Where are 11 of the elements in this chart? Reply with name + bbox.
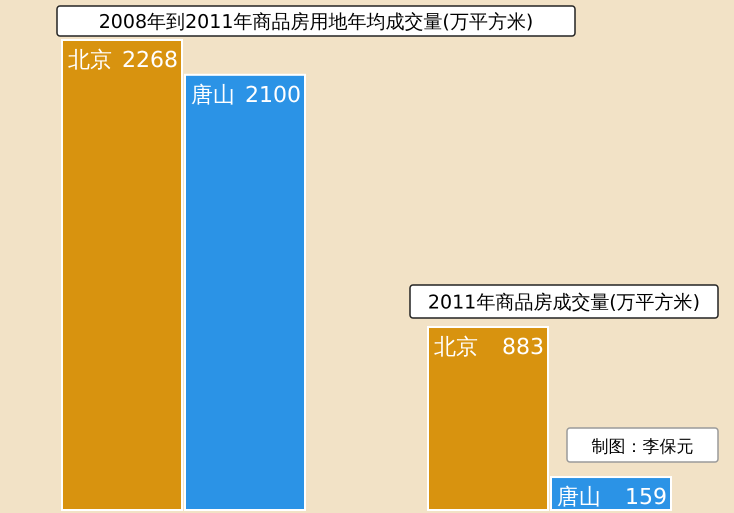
text: 北京 bbox=[434, 335, 478, 360]
text: 2008年到2011年商品房用地年均成交量(万平方米) bbox=[98, 11, 534, 33]
series-label: 唐山 bbox=[557, 485, 601, 510]
data-label: 883 bbox=[502, 335, 544, 360]
text: 唐山 bbox=[191, 82, 235, 108]
annotation: 制图：李保元 bbox=[592, 437, 694, 457]
data-label: 2268 bbox=[122, 48, 178, 73]
data-label: 2100 bbox=[245, 82, 301, 108]
annotation: 2011年商品房成交量(万平方米) bbox=[428, 292, 700, 314]
data-label: 159 bbox=[625, 485, 667, 510]
series-label: 北京 bbox=[68, 48, 112, 73]
